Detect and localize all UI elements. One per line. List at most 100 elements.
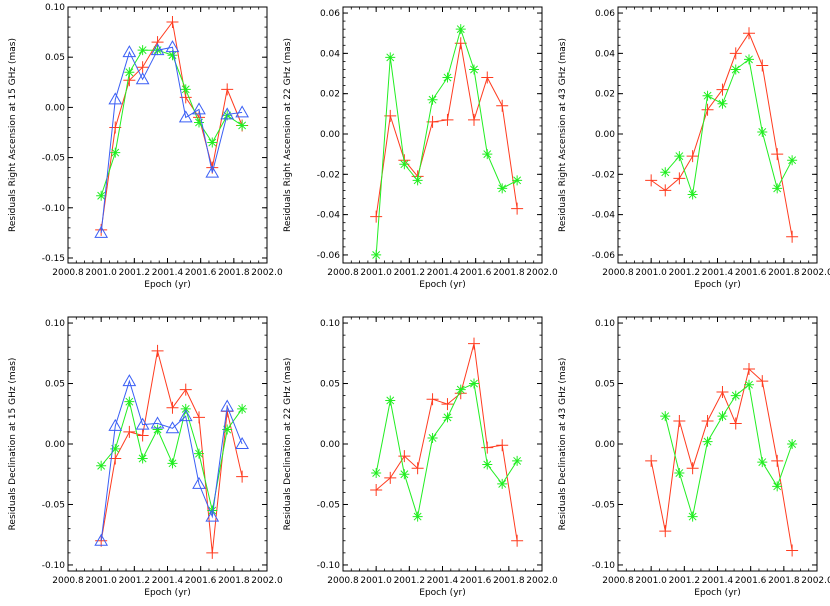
data-point [482,459,493,470]
x-tick-label: 2001.8 [218,268,250,278]
x-tick-label: 2001.0 [360,268,392,278]
series-line [650,32,793,237]
data-point [412,175,423,186]
y-tick-label: 0.05 [595,380,615,390]
data-point [370,210,383,223]
data-point [122,45,137,58]
data-point [427,432,438,443]
y-tick-label: 0.00 [595,130,615,140]
data-point [207,137,218,148]
data-point [717,98,728,109]
y-tick-label: -0.04 [592,211,616,221]
x-tick-label: 2000.8 [52,268,84,278]
data-point [729,417,742,430]
x-tick-label: 2002.0 [801,268,830,278]
data-point [136,429,149,442]
data-point [124,67,135,78]
data-point [165,40,180,53]
y-tick-label: -0.05 [42,154,65,164]
y-axis-label: Residuals Declination at 22 GHz (mas) [283,358,293,531]
data-point [385,52,396,63]
y-tick-label: 0.05 [45,380,65,390]
data-point [411,462,424,475]
x-tick-label: 2001.2 [669,576,701,586]
data-point [96,190,107,201]
data-point [687,189,698,200]
series-line [375,43,518,217]
series-line [664,58,793,195]
data-point [659,525,672,538]
x-tick-label: 2001.4 [702,576,734,586]
data-point [108,92,123,105]
data-point [701,415,714,428]
data-point [512,175,523,186]
data-point [786,544,799,557]
data-point [384,471,397,484]
data-point [151,344,164,357]
data-point [674,151,685,162]
data-point [94,533,109,546]
data-point [787,155,798,166]
x-tick-label: 2001.0 [635,576,667,586]
data-point [497,478,508,489]
data-point [194,448,205,459]
data-point [702,436,713,447]
data-point [511,202,524,215]
chart-panel-2: 2000.8 2001.0 2001.2 2001.4 2001.6 2001.8 2002… [283,6,558,290]
data-point [730,64,741,75]
x-tick-label: 2001.8 [493,268,525,278]
x-tick-label: 2001.8 [493,576,525,586]
data-point [167,458,178,469]
y-tick-label: -0.02 [592,170,615,180]
y-tick-label: -0.05 [317,500,340,510]
data-point [455,24,466,35]
y-tick-label: -0.02 [317,170,340,180]
data-point [673,172,686,185]
data-point [399,159,410,170]
data-point [192,476,206,489]
y-tick-label: 0.06 [320,9,340,19]
data-point [496,439,509,452]
chart-panel-4: 2000.8 2001.0 2001.2 2001.4 2001.6 2001.8 2002… [8,316,283,598]
series-line [664,383,793,517]
data-point [659,184,672,197]
data-point [717,411,728,422]
data-point [110,147,121,158]
x-tick-label: 2001.6 [460,268,492,278]
data-point [716,83,729,96]
plot-frame [342,316,543,572]
data-point [108,418,123,431]
data-point [772,183,783,194]
data-point [772,481,783,492]
data-point [371,468,382,479]
series-line [100,46,243,233]
data-point [686,150,699,163]
data-point [702,90,713,101]
y-tick-label: -0.06 [317,251,341,261]
y-tick-label: -0.15 [42,254,65,264]
y-tick-label: 0.10 [595,319,615,329]
y-tick-label: -0.10 [592,561,616,571]
data-point [235,436,249,449]
data-point [136,61,149,74]
data-point [370,483,383,496]
data-point [757,457,768,468]
data-point [220,399,235,412]
data-point [771,454,784,467]
data-point [137,45,148,56]
x-tick-label: 2001.4 [152,268,184,278]
data-point [687,511,698,522]
data-point [786,230,799,243]
chart-panel-3: 2000.8 2001.0 2001.2 2001.4 2001.6 2001.8 2002… [558,6,830,290]
data-point [744,54,755,65]
data-point [150,416,165,429]
x-tick-label: 2001.2 [119,576,151,586]
data-point [237,120,248,131]
x-tick-label: 2001.4 [152,576,184,586]
x-tick-label: 2000.8 [327,268,359,278]
data-point [756,59,769,72]
data-point [236,470,249,483]
x-tick-label: 2001.6 [735,576,767,586]
data-point [743,27,756,40]
y-tick-label: 0.05 [45,53,65,63]
